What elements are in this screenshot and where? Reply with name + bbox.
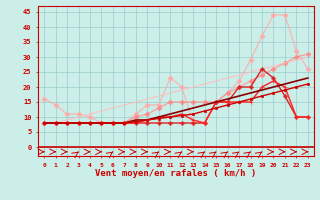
X-axis label: Vent moyen/en rafales ( km/h ): Vent moyen/en rafales ( km/h ) xyxy=(95,169,257,178)
